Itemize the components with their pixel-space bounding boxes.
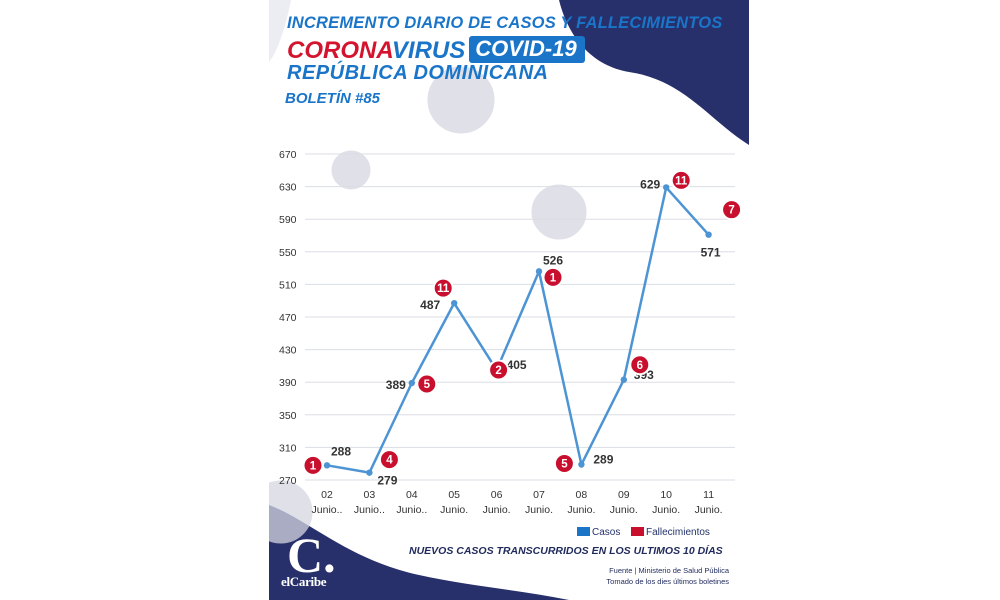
- y-tick-label: 550: [279, 247, 297, 259]
- y-tick-label: 470: [279, 312, 297, 324]
- top-right-wave: [559, 0, 749, 145]
- x-tick-month: Junio.: [695, 504, 723, 516]
- x-tick-month: Junio..: [354, 504, 385, 516]
- source-line-1: Fuente | Ministerio de Salud Pública: [609, 566, 729, 575]
- x-tick-day: 05: [448, 489, 460, 501]
- virus-watermarks: [269, 66, 587, 544]
- header-title: INCREMENTO DIARIO DE CASOS Y FALLECIMIEN…: [287, 14, 723, 32]
- top-left-blob: [269, 0, 291, 62]
- casos-data-label: 629: [640, 177, 660, 191]
- x-tick-day: 08: [576, 489, 588, 501]
- x-tick-day: 06: [491, 489, 503, 501]
- x-tick-month: Junio.: [652, 504, 680, 516]
- fallecimientos-data-label: 5: [561, 459, 568, 471]
- casos-data-label: 389: [386, 378, 406, 392]
- casos-data-label: 571: [701, 246, 721, 260]
- fallecimientos-data-label: 5: [424, 379, 431, 391]
- casos-point: [663, 184, 670, 191]
- x-tick-month: Junio.: [483, 504, 511, 516]
- source-line-2: Tomado de los dies últimos boletines: [606, 577, 729, 586]
- fallecimientos-data-label: 1: [310, 460, 317, 472]
- casos-point: [578, 461, 585, 468]
- fallecimientos-data-label: 11: [437, 283, 450, 295]
- header-brand-row: CORONAVIRUS COVID-19: [287, 36, 585, 65]
- fallecimientos-badge: [553, 453, 575, 475]
- casos-point: [408, 379, 415, 387]
- header-country: REPÚBLICA DOMINICANA: [287, 62, 549, 84]
- x-tick-month: Junio.: [567, 504, 595, 516]
- casos-data-label: 526: [543, 253, 563, 267]
- casos-point: [535, 268, 543, 275]
- fallecimientos-data-label: 1: [550, 272, 557, 284]
- casos-data-label: 487: [420, 298, 440, 312]
- chart-subtitle: NUEVOS CASOS TRANSCURRIDOS EN LOS ULTIMO…: [409, 545, 723, 557]
- casos-data-label: 279: [377, 474, 397, 488]
- fallecimientos-badge: [542, 266, 564, 288]
- legend-cases-label: Casos: [592, 527, 621, 538]
- legend-cases: Casos: [577, 527, 620, 538]
- x-tick-day: 04: [406, 489, 418, 501]
- logo-letter: C.: [287, 527, 336, 583]
- x-tick-month: Junio..: [396, 504, 427, 516]
- header-bulletin: BOLETÍN #85: [285, 90, 381, 107]
- x-tick-day: 11: [703, 489, 714, 501]
- x-tick-month: Junio..: [312, 504, 343, 516]
- fallecimientos-data-label: 6: [637, 360, 643, 372]
- elcaribe-logo: C. elCaribe: [279, 530, 351, 594]
- casos-point: [451, 299, 458, 307]
- legend-deaths-label: Fallecimientos: [646, 527, 710, 538]
- bottom-left-wave: [269, 505, 569, 600]
- y-tick-label: 510: [279, 279, 297, 291]
- x-tick-month: Junio.: [440, 504, 468, 516]
- legend-deaths: Fallecimientos: [631, 527, 710, 538]
- fallecimientos-data-label: 4: [386, 455, 393, 467]
- series-casos-line: [326, 186, 710, 474]
- x-tick-day: 03: [364, 489, 376, 501]
- y-tick-label: 310: [279, 442, 297, 454]
- fallecimientos-badge: [488, 359, 510, 381]
- y-tick-label: 430: [279, 345, 297, 357]
- fallecimientos-badge: [721, 199, 743, 221]
- legend-deaths-swatch: [631, 527, 644, 536]
- x-tick-month: Junio.: [525, 504, 553, 516]
- fallecimientos-badge: [629, 354, 651, 376]
- casos-data-label: 405: [507, 358, 527, 372]
- casos-point: [366, 469, 373, 476]
- casos-data-label: 288: [331, 444, 351, 458]
- fallecimientos-badge: [302, 454, 324, 476]
- fallecimientos-badge: [378, 449, 400, 471]
- casos-point: [620, 376, 627, 383]
- infographic-poster: INCREMENTO DIARIO DE CASOS Y FALLECIMIEN…: [269, 0, 749, 600]
- y-tick-label: 350: [279, 410, 297, 422]
- casos-data-label: 289: [593, 453, 613, 467]
- casos-point: [323, 462, 331, 469]
- legend-cases-swatch: [577, 527, 590, 536]
- fallecimientos-data-label: 11: [675, 175, 688, 187]
- y-tick-label: 590: [279, 214, 297, 226]
- x-tick-month: Junio.: [610, 504, 638, 516]
- y-tick-label: 670: [279, 149, 297, 161]
- logo-name: elCaribe: [281, 574, 327, 589]
- header-covid-badge: COVID-19: [469, 36, 585, 63]
- y-tick-label: 390: [279, 377, 297, 389]
- fallecimientos-badge: [416, 373, 438, 395]
- x-tick-day: 10: [660, 489, 672, 501]
- x-tick-day: 09: [618, 489, 630, 501]
- header-corona: CORONA: [287, 37, 392, 64]
- casos-point: [705, 231, 712, 238]
- header-virus: VIRUS: [391, 37, 466, 64]
- decor-shapes: [269, 0, 749, 600]
- y-tick-label: 630: [279, 182, 297, 194]
- x-tick-day: 02: [321, 489, 333, 501]
- fallecimientos-data-label: 7: [728, 205, 734, 217]
- x-tick-day: 07: [533, 489, 545, 501]
- fallecimientos-data-label: 2: [495, 365, 501, 377]
- fallecimientos-badge: [670, 169, 692, 191]
- line-chart: 27031035039043047051055059063067002Junio…: [279, 149, 743, 516]
- y-tick-label: 270: [279, 475, 297, 487]
- fallecimientos-badge: [432, 277, 454, 299]
